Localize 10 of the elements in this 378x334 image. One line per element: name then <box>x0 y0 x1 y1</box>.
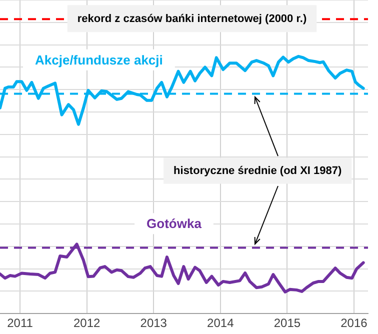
text: Gotówka <box>146 216 202 232</box>
x-tick-label: 2016 <box>340 316 368 330</box>
x-tick-label: 2011 <box>7 316 34 330</box>
ref-line-label: rekord z czasów bańki internetowej (2000 r.) <box>77 13 307 26</box>
series-label: Akcje/fundusze akcji <box>34 52 163 68</box>
x-tick-label: 2012 <box>73 316 100 330</box>
x-tick-label: 2013 <box>140 316 168 330</box>
annotation: historyczne średnie (od XI 1987) <box>174 164 342 177</box>
x-tick-label: 2014 <box>207 316 234 330</box>
x-tick-label: 2015 <box>274 316 301 330</box>
